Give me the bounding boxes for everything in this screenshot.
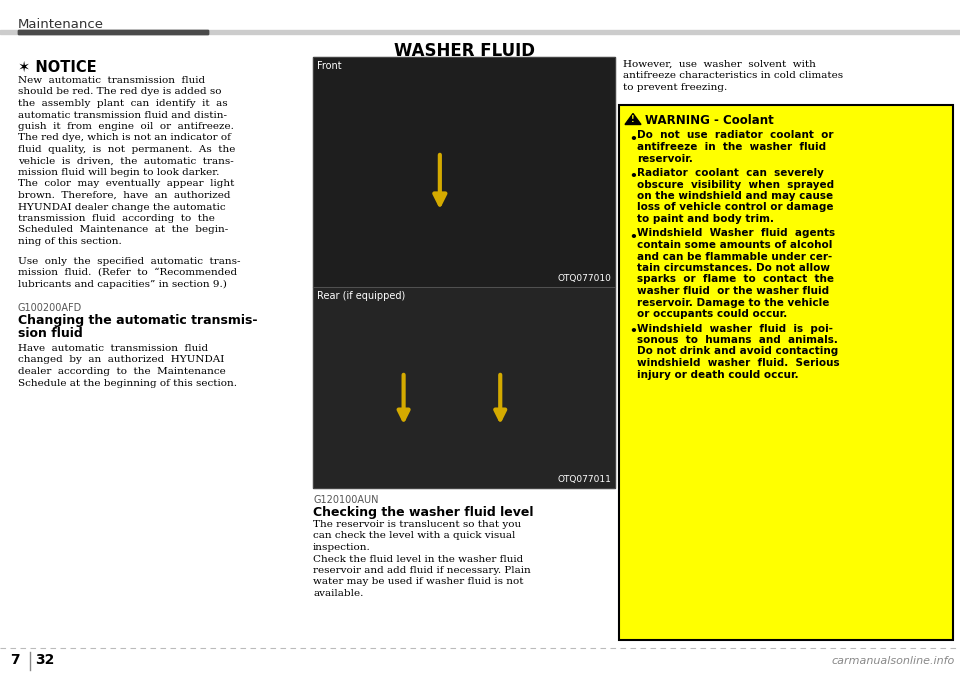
Text: Windshield  Washer  fluid  agents: Windshield Washer fluid agents [637,228,835,239]
Bar [313,57,615,287]
Text: guish  it  from  engine  oil  or  antifreeze.: guish it from engine oil or antifreeze. [18,122,234,131]
Text: obscure  visibility  when  sprayed: obscure visibility when sprayed [637,180,834,189]
Text: mission fluid will begin to look darker.: mission fluid will begin to look darker. [18,168,220,177]
Text: mission  fluid.  (Refer  to  “Recommended: mission fluid. (Refer to “Recommended [18,268,237,277]
Text: Changing the automatic transmis-: Changing the automatic transmis- [18,314,257,327]
Text: 32: 32 [35,653,55,667]
Text: reservoir.: reservoir. [637,153,693,164]
Text: ✶ NOTICE: ✶ NOTICE [18,60,97,75]
Text: reservoir. Damage to the vehicle: reservoir. Damage to the vehicle [637,297,829,308]
Bar [18,30,208,34]
Text: The  color  may  eventually  appear  light: The color may eventually appear light [18,180,234,189]
Text: transmission  fluid  according  to  the: transmission fluid according to the [18,214,215,223]
Text: and can be flammable under cer-: and can be flammable under cer- [637,251,832,262]
Bar [18,30,208,34]
Text: available.: available. [313,589,364,598]
Text: Use  only  the  specified  automatic  trans-: Use only the specified automatic trans- [18,256,241,266]
Text: The reservoir is translucent so that you: The reservoir is translucent so that you [313,520,521,529]
Text: inspection.: inspection. [313,543,371,552]
Text: automatic transmission fluid and distin-: automatic transmission fluid and distin- [18,110,227,120]
Text: Maintenance: Maintenance [18,18,104,31]
Text: antifreeze  in  the  washer  fluid: antifreeze in the washer fluid [637,142,827,152]
Text: tain circumstances. Do not allow: tain circumstances. Do not allow [637,263,830,273]
Text: OTQ077011: OTQ077011 [557,475,611,484]
Text: contain some amounts of alcohol: contain some amounts of alcohol [637,240,832,250]
Text: vehicle  is  driven,  the  automatic  trans-: vehicle is driven, the automatic trans- [18,157,233,166]
Text: Scheduled  Maintenance  at  the  begin-: Scheduled Maintenance at the begin- [18,226,228,235]
Text: !: ! [631,115,635,124]
Text: OTQ077010: OTQ077010 [557,274,611,283]
Text: WASHER FLUID: WASHER FLUID [394,42,535,60]
Text: Do  not  use  radiator  coolant  or: Do not use radiator coolant or [637,130,833,141]
Text: antifreeze characteristics in cold climates: antifreeze characteristics in cold clima… [623,72,843,80]
Bar [0,30,960,34]
Text: •: • [629,326,636,339]
Text: However,  use  washer  solvent  with: However, use washer solvent with [623,60,816,69]
Text: can check the level with a quick visual: can check the level with a quick visual [313,531,516,541]
Text: or occupants could occur.: or occupants could occur. [637,309,787,319]
Text: G100200AFD: G100200AFD [18,303,83,313]
Text: injury or death could occur.: injury or death could occur. [637,370,799,379]
Text: sonous  to  humans  and  animals.: sonous to humans and animals. [637,335,838,345]
Text: sparks  or  flame  to  contact  the: sparks or flame to contact the [637,274,834,285]
Text: Windshield  washer  fluid  is  poi-: Windshield washer fluid is poi- [637,324,833,333]
Text: dealer  according  to  the  Maintenance: dealer according to the Maintenance [18,367,226,376]
Text: Checking the washer fluid level: Checking the washer fluid level [313,506,534,519]
Text: HYUNDAI dealer change the automatic: HYUNDAI dealer change the automatic [18,203,226,212]
Text: •: • [629,231,636,243]
Text: windshield  washer  fluid.  Serious: windshield washer fluid. Serious [637,358,840,368]
Text: Do not drink and avoid contacting: Do not drink and avoid contacting [637,347,838,356]
Text: carmanualsonline.info: carmanualsonline.info [831,656,955,666]
Text: The red dye, which is not an indicator of: The red dye, which is not an indicator o… [18,133,230,143]
Text: WARNING - Coolant: WARNING - Coolant [645,114,774,126]
Text: the  assembly  plant  can  identify  it  as: the assembly plant can identify it as [18,99,228,108]
Text: should be red. The red dye is added so: should be red. The red dye is added so [18,87,222,97]
Bar [313,57,615,287]
Text: New  automatic  transmission  fluid: New automatic transmission fluid [18,76,205,85]
Text: G120100AUN: G120100AUN [313,495,378,505]
Text: 7: 7 [10,653,19,667]
Text: to prevent freezing.: to prevent freezing. [623,83,728,92]
Text: reservoir and add fluid if necessary. Plain: reservoir and add fluid if necessary. Pl… [313,566,531,575]
Text: to paint and body trim.: to paint and body trim. [637,214,774,224]
Text: fluid  quality,  is  not  permanent.  As  the: fluid quality, is not permanent. As the [18,145,235,154]
Text: •: • [629,132,636,145]
FancyBboxPatch shape [619,105,953,640]
Text: sion fluid: sion fluid [18,327,83,340]
Text: Radiator  coolant  can  severely: Radiator coolant can severely [637,168,824,178]
Text: on the windshield and may cause: on the windshield and may cause [637,191,833,201]
Text: washer fluid  or the washer fluid: washer fluid or the washer fluid [637,286,829,296]
Text: water may be used if washer fluid is not: water may be used if washer fluid is not [313,577,523,587]
Text: Check the fluid level in the washer fluid: Check the fluid level in the washer flui… [313,554,523,564]
Bar [313,287,615,488]
Polygon shape [625,114,641,124]
Text: loss of vehicle control or damage: loss of vehicle control or damage [637,203,833,212]
Text: ning of this section.: ning of this section. [18,237,122,246]
Text: brown.  Therefore,  have  an  authorized: brown. Therefore, have an authorized [18,191,230,200]
Text: Have  automatic  transmission  fluid: Have automatic transmission fluid [18,344,208,353]
Text: •: • [629,170,636,183]
Text: Front: Front [317,61,342,71]
Bar [313,287,615,488]
Text: lubricants and capacities” in section 9.): lubricants and capacities” in section 9.… [18,279,227,289]
Text: Rear (if equipped): Rear (if equipped) [317,291,405,301]
Text: changed  by  an  authorized  HYUNDAI: changed by an authorized HYUNDAI [18,356,225,364]
Text: Schedule at the beginning of this section.: Schedule at the beginning of this sectio… [18,379,237,387]
